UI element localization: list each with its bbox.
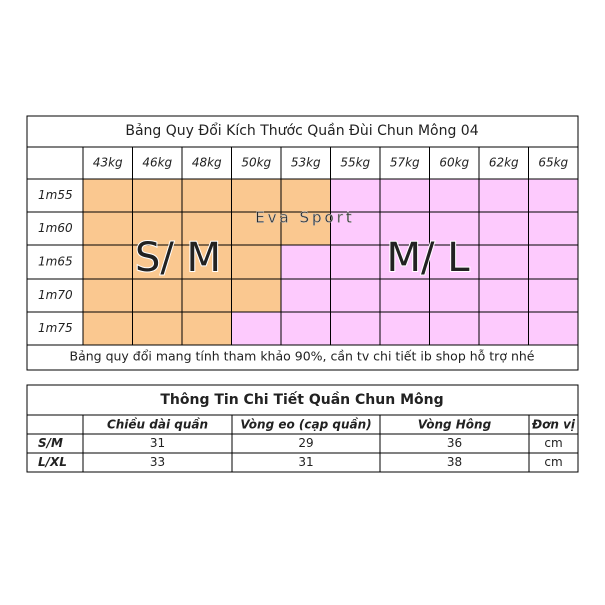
detail-value: 31 bbox=[150, 436, 165, 450]
size-cell bbox=[380, 245, 430, 279]
weight-header: 48kg bbox=[192, 156, 222, 170]
size-cell bbox=[528, 245, 578, 279]
size-cell bbox=[231, 212, 281, 245]
size-cell bbox=[132, 312, 182, 345]
size-cell bbox=[330, 212, 380, 245]
height-label: 1m75 bbox=[38, 321, 73, 335]
detail-header: Đơn vị bbox=[531, 418, 576, 432]
size-cell bbox=[528, 312, 578, 345]
size-cell bbox=[281, 245, 331, 279]
size-cell bbox=[231, 179, 281, 212]
size-cell bbox=[182, 179, 232, 212]
detail-title: Thông Tin Chi Tiết Quần Chun Mông bbox=[160, 391, 443, 408]
size-cell bbox=[83, 312, 133, 345]
weight-header: 46kg bbox=[142, 156, 172, 170]
height-label: 1m55 bbox=[38, 188, 73, 202]
detail-header: Vòng Hông bbox=[418, 418, 492, 432]
note: Bảng quy đổi mang tính tham khảo 90%, cầ… bbox=[70, 349, 535, 364]
detail-value: cm bbox=[544, 455, 562, 469]
size-cell bbox=[429, 212, 479, 245]
size-cell bbox=[132, 179, 182, 212]
size-cell bbox=[281, 179, 331, 212]
size-cell bbox=[479, 212, 529, 245]
weight-header: 62kg bbox=[489, 156, 519, 170]
size-cell bbox=[380, 279, 430, 312]
size-cell bbox=[281, 212, 331, 245]
size-cell bbox=[479, 312, 529, 345]
size-cell bbox=[330, 245, 380, 279]
size-cell bbox=[83, 179, 133, 212]
weight-header: 53kg bbox=[291, 156, 321, 170]
table-border bbox=[26, 115, 579, 371]
weight-header: 57kg bbox=[390, 156, 420, 170]
weight-header: 50kg bbox=[241, 156, 271, 170]
size-cell bbox=[182, 279, 232, 312]
size-name: S/M bbox=[38, 436, 63, 450]
weight-header: 60kg bbox=[439, 156, 469, 170]
size-cell bbox=[83, 245, 133, 279]
size-cell bbox=[429, 312, 479, 345]
size-cell bbox=[231, 312, 281, 345]
zone-label: S/ M bbox=[135, 235, 221, 281]
size-cell bbox=[231, 279, 281, 312]
table-title: Bảng Quy Đổi Kích Thước Quần Đùi Chun Mô… bbox=[125, 122, 478, 139]
height-label: 1m65 bbox=[38, 255, 73, 269]
detail-value: 38 bbox=[447, 455, 462, 469]
detail-value: 31 bbox=[298, 455, 313, 469]
weight-header: 43kg bbox=[93, 156, 123, 170]
size-cell bbox=[281, 279, 331, 312]
weight-header: 55kg bbox=[340, 156, 370, 170]
zone-label: M/ L bbox=[387, 235, 471, 281]
size-cell bbox=[132, 279, 182, 312]
detail-value: 33 bbox=[150, 455, 165, 469]
detail-header: Chiều dài quần bbox=[107, 418, 208, 432]
size-cell bbox=[380, 212, 430, 245]
watermark: Eva Sport bbox=[255, 209, 355, 227]
detail-header: Vòng eo (cạp quần) bbox=[240, 418, 371, 432]
size-cell bbox=[429, 245, 479, 279]
size-cell bbox=[479, 245, 529, 279]
size-name: L/XL bbox=[38, 455, 67, 469]
size-cell bbox=[182, 312, 232, 345]
weight-header: 65kg bbox=[538, 156, 568, 170]
size-cell bbox=[182, 212, 232, 245]
detail-value: cm bbox=[544, 436, 562, 450]
size-cell bbox=[83, 279, 133, 312]
detail-value: 36 bbox=[447, 436, 462, 450]
size-cell bbox=[132, 212, 182, 245]
size-cell bbox=[231, 245, 281, 279]
size-cell bbox=[528, 179, 578, 212]
size-cell bbox=[479, 179, 529, 212]
size-cell bbox=[528, 279, 578, 312]
size-cell bbox=[83, 212, 133, 245]
size-cell bbox=[528, 212, 578, 245]
size-cell bbox=[479, 279, 529, 312]
height-label: 1m60 bbox=[38, 221, 73, 235]
size-cell bbox=[429, 279, 479, 312]
size-cell bbox=[330, 312, 380, 345]
detail-border bbox=[26, 384, 579, 473]
size-cell bbox=[429, 179, 479, 212]
size-cell bbox=[330, 279, 380, 312]
size-cell bbox=[132, 245, 182, 279]
size-cell bbox=[182, 245, 232, 279]
size-cell bbox=[380, 312, 430, 345]
size-cell bbox=[330, 179, 380, 212]
detail-value: 29 bbox=[298, 436, 313, 450]
size-cell bbox=[281, 312, 331, 345]
height-label: 1m70 bbox=[38, 288, 73, 302]
size-cell bbox=[380, 179, 430, 212]
